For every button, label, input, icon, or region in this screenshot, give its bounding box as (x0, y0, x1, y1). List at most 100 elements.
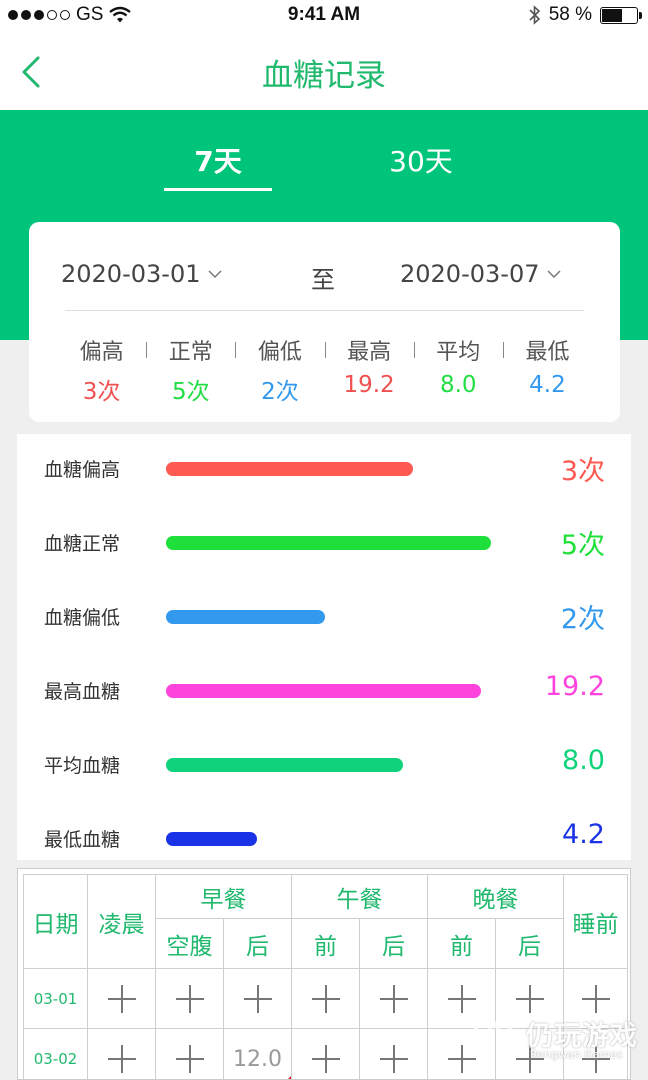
divider (65, 310, 584, 311)
add-cell[interactable] (223, 968, 292, 1029)
add-cell[interactable] (427, 1028, 496, 1079)
stat-low: 偏低 2次 (235, 334, 324, 406)
bar-value: 3次 (560, 456, 605, 487)
stat-value: 19.2 (343, 372, 395, 398)
bar-high (166, 462, 413, 476)
add-cell[interactable] (155, 1028, 224, 1079)
bar-label: 平均血糖 (44, 755, 121, 777)
page-title: 血糖记录 (262, 58, 386, 94)
header-lunch-before: 前 (291, 918, 360, 969)
tab-7-days[interactable]: 7天 (194, 145, 242, 178)
end-date: 2020-03-07 (400, 260, 540, 288)
bar-max (166, 684, 481, 698)
watermark-text: 仍玩游戏 (526, 1021, 638, 1052)
stat-value: 5次 (171, 379, 210, 405)
plus-icon (379, 1044, 408, 1073)
stat-high: 偏高 3次 (57, 334, 146, 406)
stat-value: 4.2 (529, 372, 566, 398)
bar-row-min: 最低血糖 4.2 (17, 815, 631, 855)
plus-icon (243, 984, 272, 1013)
add-cell[interactable] (87, 968, 156, 1029)
date-separator: 至 (311, 266, 335, 294)
plus-icon (581, 1044, 610, 1073)
bar-label: 最高血糖 (44, 681, 121, 703)
stat-average: 平均 8.0 (413, 334, 503, 406)
bar-label: 最低血糖 (44, 829, 121, 851)
bar-label: 血糖偏高 (44, 459, 121, 481)
watermark: 仍玩游戏 Rengwan Games (470, 1010, 640, 1070)
end-date-picker[interactable]: 2020-03-07 (400, 260, 562, 288)
watermark-subtext: Rengwan Games (530, 1048, 623, 1061)
bar-row-low: 血糖偏低 2次 (17, 593, 631, 635)
summary-stats: 偏高 3次 正常 5次 偏低 2次 最高 19.2 平均 8.0 最低 4.2 (57, 334, 592, 406)
start-date: 2020-03-01 (61, 260, 201, 288)
row-date: 03-01 (23, 968, 88, 1029)
header-dinner-after: 后 (495, 918, 564, 969)
bluetooth-icon (529, 5, 540, 25)
header-fasting: 空腹 (155, 918, 224, 969)
chevron-down-icon (547, 270, 562, 279)
stat-value: 8.0 (439, 372, 477, 398)
plus-icon (107, 1044, 136, 1073)
stat-label: 最高 (347, 340, 392, 365)
glucose-value: 12.0 (233, 1046, 282, 1072)
bar-value: 2次 (560, 604, 605, 635)
table-row: 03-02 12.0 (23, 1028, 628, 1079)
stat-label: 偏低 (257, 340, 302, 365)
status-bar: GS 9:41 AM 58 % (0, 0, 648, 30)
bar-label: 血糖正常 (44, 533, 121, 555)
status-right: 58 % (529, 4, 642, 26)
header-early-morning: 凌晨 (87, 874, 156, 969)
records-table: 日期 凌晨 早餐 午餐 晚餐 睡前 空腹 后 前 后 前 后 03-01 (17, 868, 631, 1080)
plus-icon (107, 984, 136, 1013)
battery-icon (600, 6, 642, 24)
add-cell[interactable] (291, 1028, 360, 1079)
add-cell[interactable] (291, 968, 360, 1029)
plus-icon (379, 984, 408, 1013)
summary-card: 2020-03-01 至 2020-03-07 偏高 3次 正常 5次 偏低 2… (29, 222, 620, 422)
stat-label: 偏高 (79, 340, 124, 365)
watermark-logo-icon (474, 1020, 516, 1058)
signal-strength-icon (8, 10, 70, 20)
add-cell[interactable] (87, 1028, 156, 1079)
chevron-left-icon[interactable] (14, 52, 54, 92)
wifi-icon (109, 6, 132, 23)
header-breakfast-after: 后 (223, 918, 292, 969)
plus-icon (515, 984, 544, 1013)
bar-normal (166, 536, 491, 550)
add-cell[interactable] (359, 1028, 428, 1079)
plus-icon (447, 1044, 476, 1073)
stat-label: 正常 (168, 340, 213, 365)
carrier-signal: GS (8, 4, 132, 26)
value-cell[interactable]: 12.0 (223, 1028, 292, 1079)
add-cell[interactable] (359, 968, 428, 1029)
add-cell[interactable] (563, 1028, 628, 1079)
bar-min (166, 832, 257, 846)
start-date-picker[interactable]: 2020-03-01 (61, 260, 223, 288)
bar-row-normal: 血糖正常 5次 (17, 519, 631, 561)
bar-low (166, 610, 325, 624)
bar-value: 19.2 (544, 671, 605, 702)
bar-value: 8.0 (562, 745, 605, 776)
chevron-down-icon (208, 270, 223, 279)
plus-icon (581, 984, 610, 1013)
plus-icon (311, 1044, 340, 1073)
bar-value: 4.2 (562, 819, 605, 850)
stat-normal: 正常 5次 (146, 334, 235, 406)
add-cell[interactable] (155, 968, 224, 1029)
header-lunch-after: 后 (359, 918, 428, 969)
header-lunch: 午餐 (291, 874, 428, 919)
bar-row-average: 平均血糖 8.0 (17, 741, 631, 781)
stat-label: 最低 (525, 340, 570, 365)
high-flag-icon (279, 1076, 291, 1079)
row-date: 03-02 (23, 1028, 88, 1079)
active-tab-indicator (164, 188, 272, 191)
plus-icon (447, 984, 476, 1013)
plus-icon (311, 984, 340, 1013)
tab-30-days[interactable]: 30天 (389, 145, 453, 178)
bar-label: 血糖偏低 (44, 607, 121, 629)
stat-max: 最高 19.2 (324, 334, 414, 406)
plus-icon (175, 984, 204, 1013)
bar-value: 5次 (560, 530, 605, 561)
bar-average (166, 758, 403, 772)
